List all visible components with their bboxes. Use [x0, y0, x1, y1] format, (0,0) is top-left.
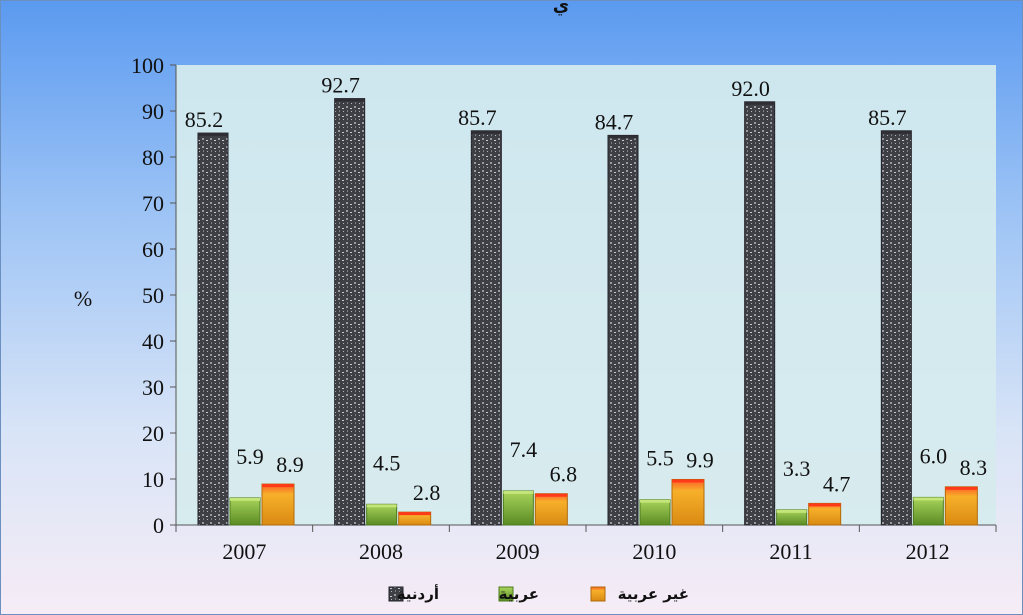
y-tick-label: 20 — [142, 421, 164, 446]
bar-arab-2009 — [502, 490, 534, 526]
legend: أردنية عربية غير عربية — [388, 584, 689, 603]
data-label-non-arab-2009: 6.8 — [550, 462, 578, 487]
x-tick-label: 2011 — [769, 539, 812, 564]
data-label-arab-2011: 3.3 — [783, 456, 811, 481]
bar-top-arab-2010 — [640, 499, 670, 503]
bar-jordanian-2011 — [744, 101, 776, 526]
y-tick-label: 100 — [131, 53, 164, 78]
data-label-arab-2010: 5.5 — [646, 446, 674, 471]
y-tick-label: 90 — [142, 99, 164, 124]
bar-arab-2010 — [639, 499, 671, 526]
y-tick-label: 70 — [142, 191, 164, 216]
bar-top-arab-2007 — [230, 497, 260, 501]
bar-top-arab-2008 — [366, 504, 397, 508]
data-label-non-arab-2010: 9.9 — [686, 447, 714, 472]
y-tick-label: 40 — [142, 329, 164, 354]
y-tick-label: 30 — [142, 375, 164, 400]
bar-top-non-arab-2011 — [808, 503, 841, 507]
x-tick-label: 2010 — [632, 539, 676, 564]
bar-arab-2007 — [229, 497, 261, 526]
bar-top-arab-2012 — [913, 497, 944, 501]
bar-top-jordanian-2009 — [471, 130, 502, 134]
y-axis-label: % — [74, 286, 92, 311]
data-label-jordanian-2012: 85.7 — [868, 105, 907, 130]
bars — [197, 98, 978, 526]
bar-jordanian-2008 — [334, 98, 366, 526]
data-label-arab-2012: 6.0 — [920, 443, 948, 468]
data-label-jordanian-2010: 84.7 — [595, 109, 634, 134]
legend-swatch-non-arab — [590, 586, 606, 602]
data-label-jordanian-2008: 92.7 — [321, 73, 360, 98]
y-tick-label: 10 — [142, 467, 164, 492]
bar-jordanian-2012 — [880, 130, 912, 526]
data-label-non-arab-2011: 4.7 — [823, 471, 851, 496]
data-labels: 85.2 92.7 85.7 84.7 92.0 85.7 5.9 4.5 7.4 5.5 3.3 6… — [185, 73, 987, 506]
bar-top-jordanian-2011 — [744, 101, 775, 105]
bar-non-arab-2007 — [261, 483, 295, 526]
x-tick-label: 2007 — [222, 539, 266, 564]
x-tick-label: 2009 — [496, 539, 540, 564]
bar-top-non-arab-2010 — [672, 479, 704, 483]
bar-top-arab-2009 — [503, 490, 534, 494]
bar-top-non-arab-2007 — [262, 484, 294, 488]
bar-top-jordanian-2008 — [334, 98, 365, 102]
data-label-jordanian-2009: 85.7 — [458, 105, 497, 130]
x-tick-label: 2008 — [359, 539, 403, 564]
data-label-jordanian-2007: 85.2 — [185, 107, 224, 132]
chart-title: ي — [553, 1, 570, 16]
bar-non-arab-2009 — [534, 493, 568, 526]
legend-label-jordanian: أردنية — [397, 584, 439, 603]
y-axis: 0 10 20 30 40 50 60 70 80 90 100 — [131, 53, 177, 538]
bar-top-non-arab-2009 — [535, 493, 568, 497]
data-label-non-arab-2008: 2.8 — [413, 480, 441, 505]
x-axis: 2007 2008 2009 2010 2011 2012 — [175, 524, 997, 564]
bar-arab-2012 — [912, 496, 944, 526]
bar-non-arab-2011 — [808, 502, 842, 526]
bar-jordanian-2009 — [470, 130, 502, 526]
bar-non-arab-2012 — [944, 486, 978, 526]
bar-top-non-arab-2012 — [945, 486, 978, 490]
data-label-non-arab-2012: 8.3 — [960, 455, 988, 480]
bar-jordanian-2010 — [607, 134, 639, 526]
x-tick-label: 2012 — [906, 539, 950, 564]
bar-non-arab-2010 — [671, 478, 705, 526]
bar-jordanian-2007 — [197, 132, 229, 526]
bar-top-jordanian-2007 — [198, 133, 228, 137]
y-tick-label: 60 — [142, 237, 164, 262]
y-tick-label: 80 — [142, 145, 164, 170]
data-label-jordanian-2011: 92.0 — [731, 76, 770, 101]
legend-swatch-jordanian — [388, 586, 404, 602]
bar-arab-2008 — [366, 503, 398, 526]
y-tick-label: 0 — [153, 513, 164, 538]
legend-label-non-arab: غير عربية — [618, 585, 689, 603]
legend-swatch-arab — [498, 586, 514, 602]
data-label-non-arab-2007: 8.9 — [276, 452, 304, 477]
bar-top-arab-2011 — [776, 509, 807, 513]
bar-top-non-arab-2008 — [398, 512, 431, 516]
data-label-arab-2008: 4.5 — [373, 450, 401, 475]
y-tick-label: 50 — [142, 283, 164, 308]
data-label-arab-2007: 5.9 — [236, 444, 264, 469]
bar-top-jordanian-2012 — [881, 130, 912, 134]
legend-label-arab: عربية — [499, 585, 539, 603]
bar-top-jordanian-2010 — [608, 135, 638, 139]
plot-area — [176, 65, 996, 525]
data-label-arab-2009: 7.4 — [510, 437, 538, 462]
